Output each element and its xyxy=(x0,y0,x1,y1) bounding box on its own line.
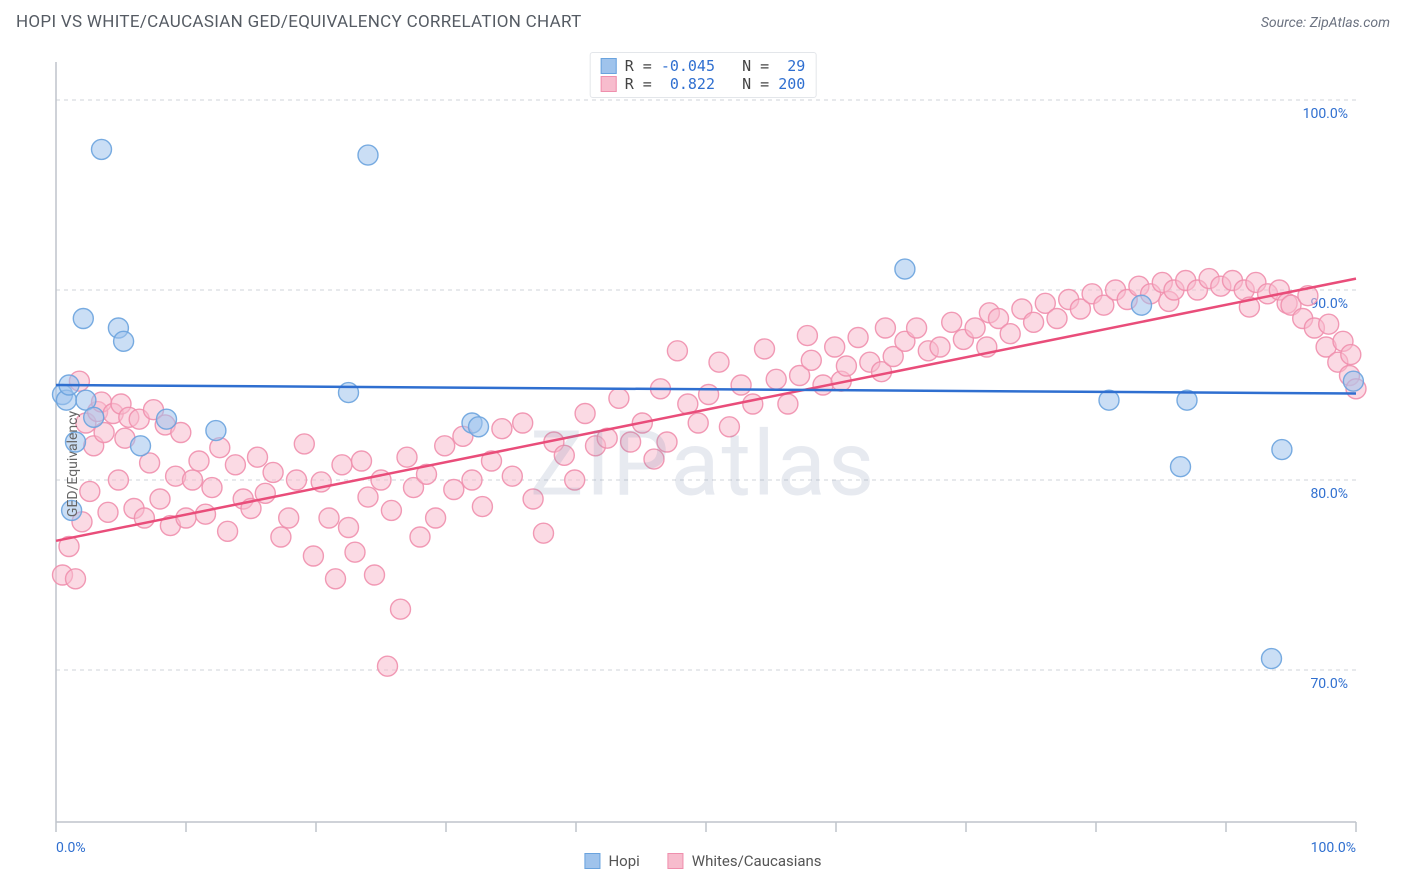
legend-label: Whites/Caucasians xyxy=(692,852,822,870)
svg-text:0.0%: 0.0% xyxy=(56,840,86,856)
y-axis-label: GED/Equivalency xyxy=(65,411,81,517)
svg-text:100.0%: 100.0% xyxy=(1303,106,1348,122)
series-legend: Hopi Whites/Caucasians xyxy=(584,852,821,870)
legend-label: Hopi xyxy=(608,852,639,870)
stats-legend: R = -0.045 N = 29R = 0.822 N = 200 xyxy=(590,52,817,98)
legend-item: Hopi xyxy=(584,852,639,870)
svg-text:70.0%: 70.0% xyxy=(1310,676,1348,692)
svg-text:80.0%: 80.0% xyxy=(1310,486,1348,502)
legend-swatch xyxy=(668,853,684,869)
stats-text: R = 0.822 N = 200 xyxy=(625,75,806,93)
legend-swatch xyxy=(601,58,617,74)
chart-container: GED/Equivalency 70.0%80.0%90.0%100.0%0.0… xyxy=(16,52,1390,876)
stats-text: R = -0.045 N = 29 xyxy=(625,57,806,75)
svg-text:100.0%: 100.0% xyxy=(1311,840,1356,856)
scatter-plot: 70.0%80.0%90.0%100.0%0.0%100.0% xyxy=(16,52,1390,876)
legend-swatch xyxy=(601,76,617,92)
chart-title: HOPI VS WHITE/CAUCASIAN GED/EQUIVALENCY … xyxy=(16,12,582,32)
stats-row: R = 0.822 N = 200 xyxy=(601,75,806,93)
stats-row: R = -0.045 N = 29 xyxy=(601,57,806,75)
legend-swatch xyxy=(584,853,600,869)
source-label: Source: ZipAtlas.com xyxy=(1261,15,1390,31)
legend-item: Whites/Caucasians xyxy=(668,852,822,870)
